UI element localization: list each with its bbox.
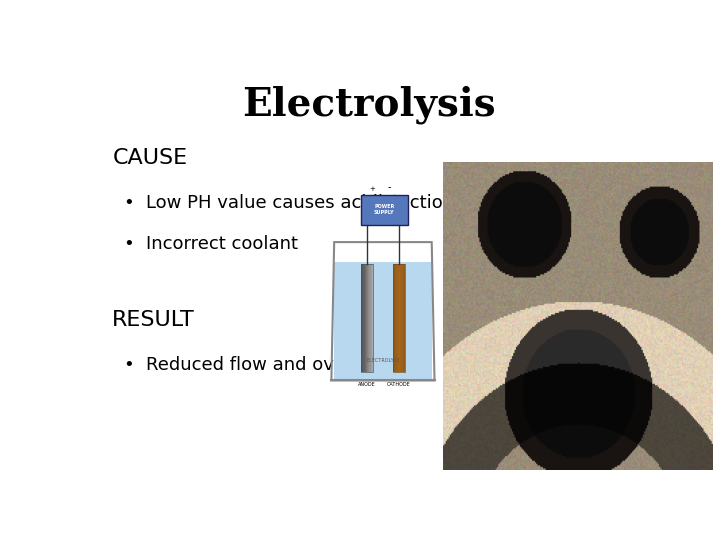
FancyBboxPatch shape bbox=[361, 194, 408, 225]
Text: +: + bbox=[369, 186, 375, 192]
Bar bbox=[400, 264, 401, 372]
Text: •: • bbox=[124, 235, 134, 253]
Bar bbox=[368, 264, 369, 372]
Text: CAUSE: CAUSE bbox=[112, 148, 187, 168]
Bar bbox=[397, 264, 399, 372]
Text: ELECTROLYTE: ELECTROLYTE bbox=[366, 358, 400, 363]
Text: CATHODE: CATHODE bbox=[387, 382, 411, 387]
Bar bbox=[399, 264, 400, 372]
Bar bbox=[394, 264, 395, 372]
Bar bbox=[366, 264, 367, 372]
Text: RESULT: RESULT bbox=[112, 310, 195, 330]
Text: ANODE: ANODE bbox=[358, 382, 376, 387]
Text: •: • bbox=[124, 194, 134, 212]
Bar bbox=[393, 264, 394, 372]
Bar bbox=[362, 264, 364, 372]
Bar bbox=[404, 264, 405, 372]
Bar bbox=[402, 264, 404, 372]
Bar bbox=[364, 264, 366, 372]
Bar bbox=[372, 264, 373, 372]
Bar bbox=[361, 264, 373, 372]
Bar bbox=[322, 173, 444, 389]
Bar bbox=[401, 264, 402, 372]
Bar bbox=[361, 264, 362, 372]
Text: POWER
SUPPLY: POWER SUPPLY bbox=[374, 204, 395, 215]
Text: •: • bbox=[124, 356, 134, 374]
Bar bbox=[334, 261, 432, 379]
Text: Reduced flow and over heating: Reduced flow and over heating bbox=[145, 356, 426, 374]
Bar bbox=[367, 264, 368, 372]
Text: Incorrect coolant: Incorrect coolant bbox=[145, 235, 298, 253]
Text: Low PH value causes acidic action.: Low PH value causes acidic action. bbox=[145, 194, 459, 212]
Text: Electrolysis: Electrolysis bbox=[242, 85, 496, 124]
Text: -: - bbox=[387, 183, 390, 192]
Bar bbox=[371, 264, 372, 372]
Bar bbox=[369, 264, 371, 372]
Bar bbox=[393, 264, 405, 372]
Bar bbox=[395, 264, 397, 372]
